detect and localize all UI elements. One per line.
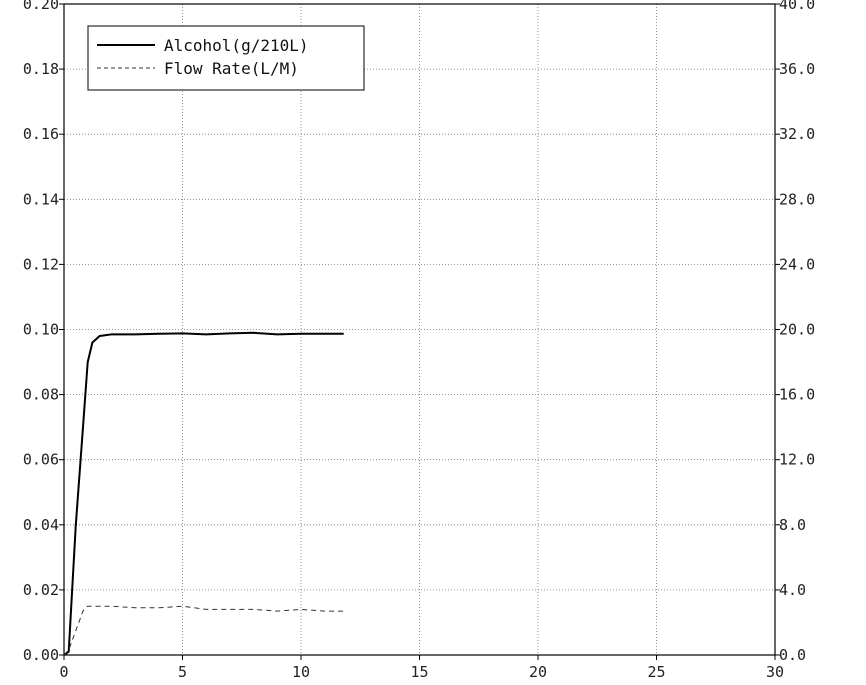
y-left-tick-label: 0.06 bbox=[23, 451, 59, 469]
y-left-tick-label: 0.04 bbox=[23, 516, 59, 534]
y-right-tick-label: 36.0 bbox=[779, 60, 815, 78]
y-right-tick-label: 32.0 bbox=[779, 125, 815, 143]
y-left-tick-label: 0.00 bbox=[23, 646, 59, 664]
series-layer bbox=[63, 331, 344, 656]
plot-frame bbox=[63, 3, 776, 656]
y-left-tick-label: 0.20 bbox=[23, 0, 59, 13]
y-left-tick-label: 0.02 bbox=[23, 581, 59, 599]
legend-label-alcohol: Alcohol(g/210L) bbox=[164, 36, 309, 55]
legend: Alcohol(g/210L) Flow Rate(L/M) bbox=[87, 25, 365, 91]
x-axis-ticks: 0 5 10 15 20 25 30 bbox=[59, 655, 784, 681]
x-tick-label: 5 bbox=[178, 663, 187, 681]
y-right-tick-label: 16.0 bbox=[779, 386, 815, 404]
y-axis-left-ticks: 0.00 0.02 0.04 0.06 0.08 0.10 0.12 0.14 0.16 0.18… bbox=[23, 0, 64, 664]
x-tick-label: 10 bbox=[292, 663, 310, 681]
y-left-tick-label: 0.12 bbox=[23, 255, 59, 273]
x-tick-label: 0 bbox=[59, 663, 68, 681]
y-left-tick-label: 0.10 bbox=[23, 321, 59, 339]
y-left-tick-label: 0.08 bbox=[23, 386, 59, 404]
y-right-tick-label: 40.0 bbox=[779, 0, 815, 13]
x-tick-label: 15 bbox=[410, 663, 428, 681]
legend-label-flow-rate: Flow Rate(L/M) bbox=[164, 59, 299, 78]
y-right-tick-label: 0.0 bbox=[779, 646, 806, 664]
grid bbox=[64, 4, 775, 655]
y-right-tick-label: 12.0 bbox=[779, 451, 815, 469]
x-tick-label: 20 bbox=[529, 663, 547, 681]
y-right-tick-label: 28.0 bbox=[779, 190, 815, 208]
legend-box bbox=[87, 25, 365, 91]
y-axis-right-ticks: 0.0 4.0 8.0 12.0 16.0 20.0 24.0 28.0 32.0 36.0 40.… bbox=[775, 0, 815, 664]
series-line-alcohol bbox=[63, 331, 344, 656]
series-line-flow-rate bbox=[63, 605, 344, 656]
y-left-tick-label: 0.18 bbox=[23, 60, 59, 78]
x-tick-label: 25 bbox=[647, 663, 665, 681]
y-right-tick-label: 20.0 bbox=[779, 321, 815, 339]
y-right-tick-label: 4.0 bbox=[779, 581, 806, 599]
x-tick-label: 30 bbox=[766, 663, 784, 681]
y-left-tick-label: 0.16 bbox=[23, 125, 59, 143]
y-right-tick-label: 24.0 bbox=[779, 255, 815, 273]
y-right-tick-label: 8.0 bbox=[779, 516, 806, 534]
y-left-tick-label: 0.14 bbox=[23, 190, 59, 208]
